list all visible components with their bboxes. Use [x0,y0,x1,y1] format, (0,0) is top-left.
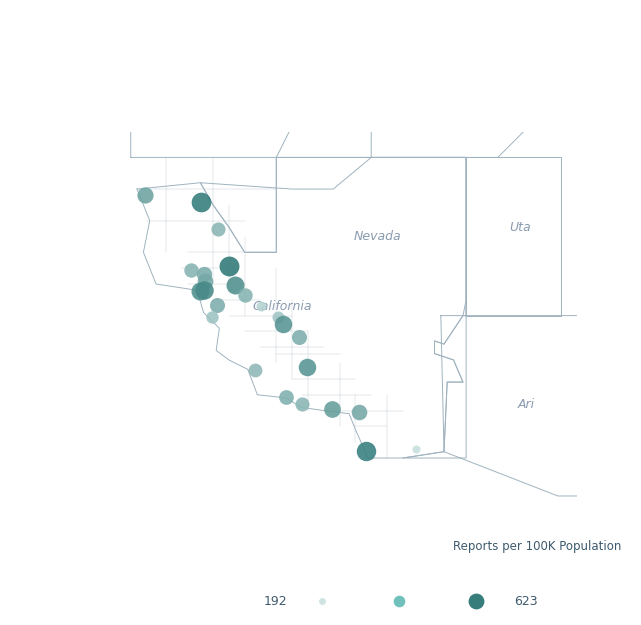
Text: 623: 623 [514,595,537,608]
Point [470,596,481,606]
Point [240,291,250,301]
Point [195,286,205,296]
Text: Nevada: Nevada [354,230,401,243]
Point [412,444,422,454]
Polygon shape [131,24,387,158]
Point [140,191,150,201]
Point [250,365,260,375]
Point [224,261,234,271]
Text: Uta: Uta [509,221,531,234]
Point [196,197,206,207]
Point [302,362,312,372]
Point [353,407,363,417]
Text: 192: 192 [264,595,287,608]
Text: Ari: Ari [518,398,535,411]
Polygon shape [466,158,561,316]
Point [213,224,223,234]
Point [294,332,304,342]
Point [297,399,308,409]
Polygon shape [128,0,374,31]
Polygon shape [137,158,466,458]
Text: California: California [253,299,312,312]
Polygon shape [371,0,561,158]
Point [230,280,240,290]
Point [199,269,209,279]
Text: Reports per 100K Population: Reports per 100K Population [453,540,622,553]
Point [394,596,404,606]
Polygon shape [441,316,624,496]
Point [185,265,196,275]
Point [212,300,222,310]
Polygon shape [403,316,466,458]
Point [278,319,288,329]
Point [207,312,217,322]
Point [272,312,283,322]
Point [362,446,372,456]
Polygon shape [201,158,466,316]
Point [317,596,327,606]
Point [256,301,266,311]
Point [199,276,210,286]
Point [281,392,291,402]
Point [199,285,210,295]
Point [327,404,337,414]
